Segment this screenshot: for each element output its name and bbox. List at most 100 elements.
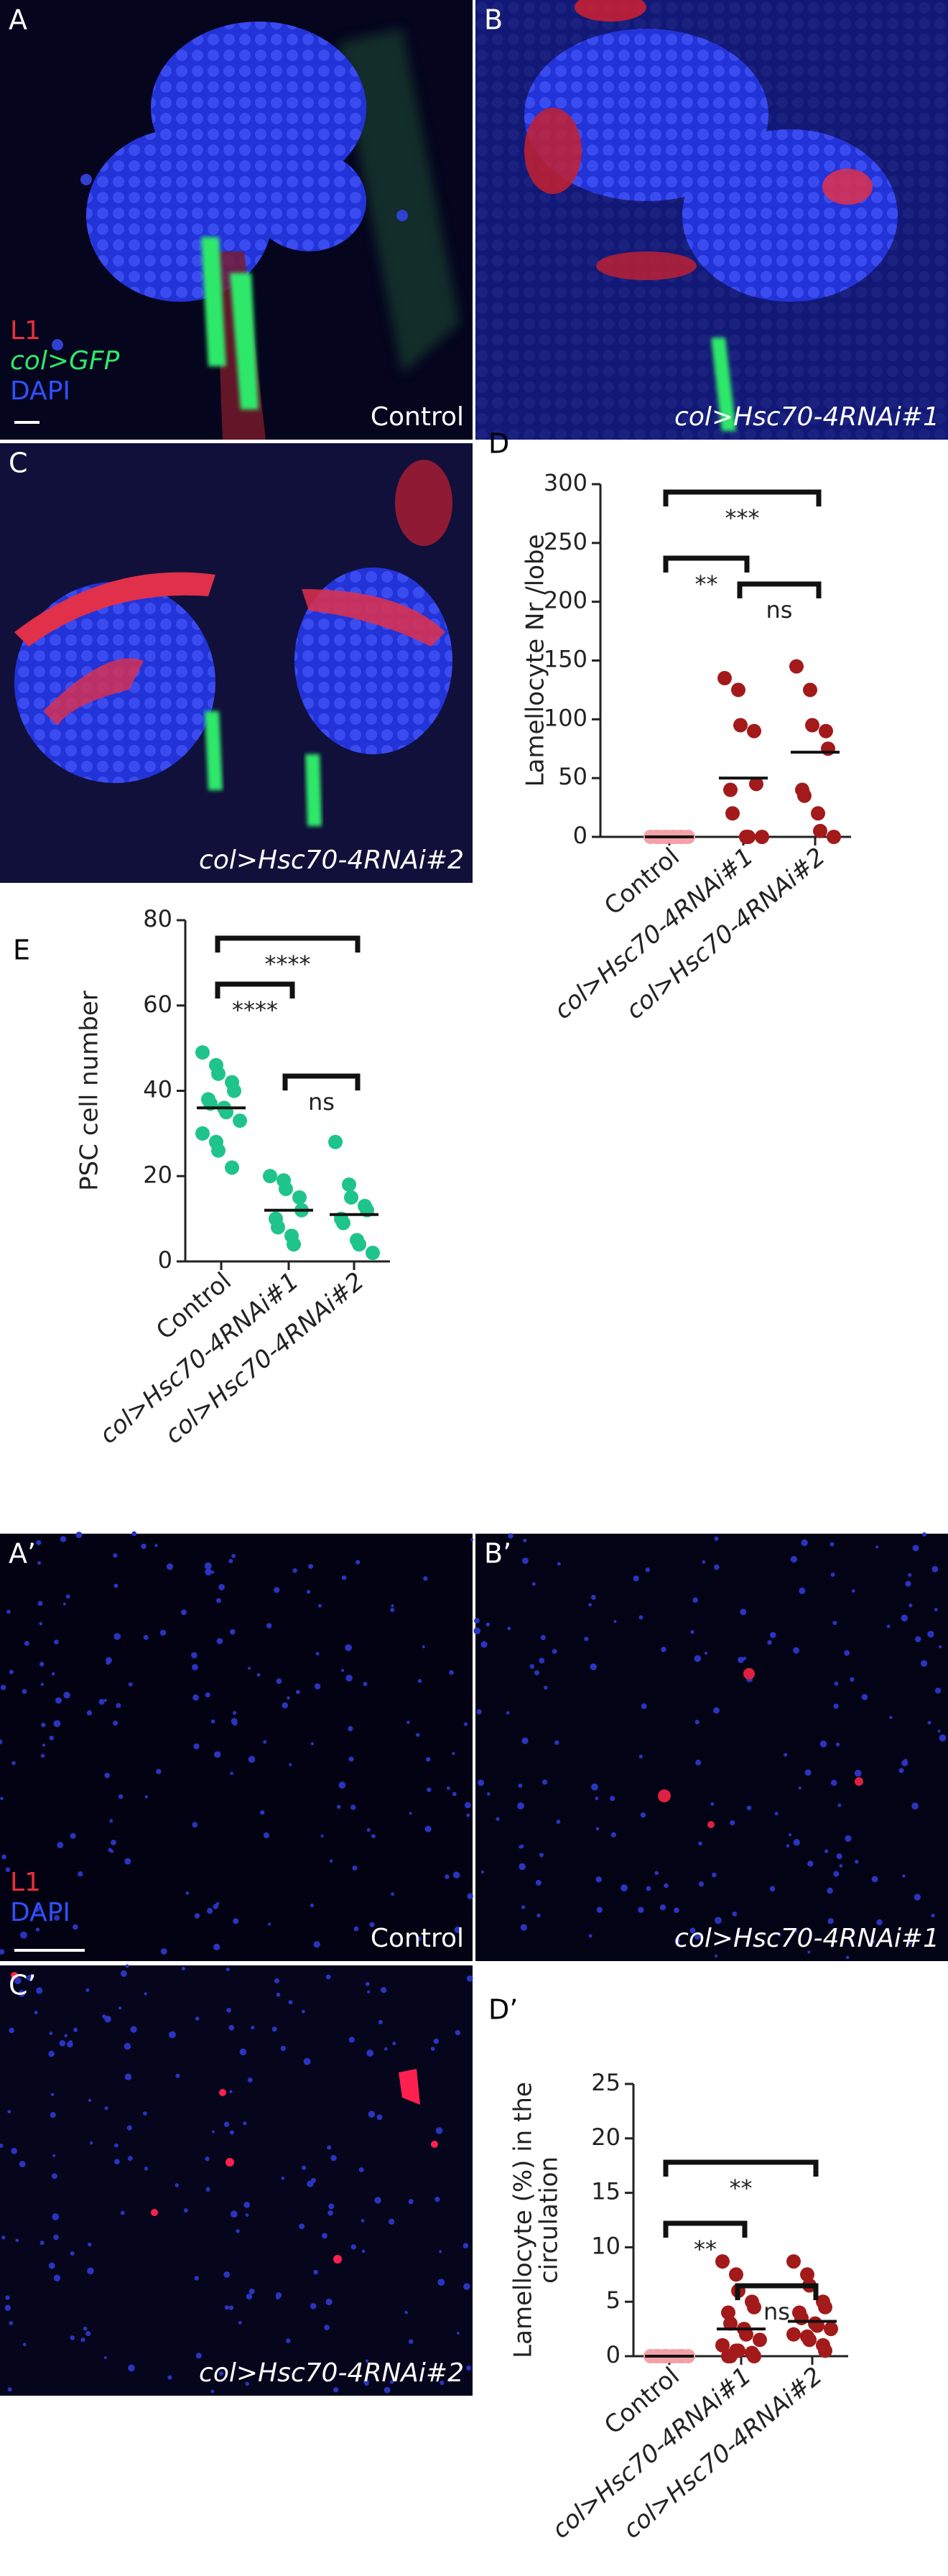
significance-label: **** <box>265 950 311 978</box>
data-point <box>195 1045 210 1060</box>
data-point <box>723 2349 738 2363</box>
data-point <box>729 2267 743 2282</box>
data-point <box>328 1134 343 1149</box>
data-point <box>211 1066 226 1081</box>
data-point <box>225 1160 239 1175</box>
legend-entry: DAPI <box>10 1898 70 1927</box>
y-axis-title: Lamellocyte (%) in the <box>509 2082 538 2358</box>
data-point <box>755 830 769 844</box>
panel-a <box>0 0 473 440</box>
panel-letter: B’ <box>484 1538 511 1570</box>
panel-letter: A’ <box>9 1538 36 1570</box>
data-point <box>789 659 804 674</box>
significance-label: **** <box>232 996 278 1024</box>
data-point <box>811 806 825 821</box>
data-point <box>803 682 817 698</box>
y-tick-label: 150 <box>544 646 587 673</box>
data-point <box>366 1246 380 1261</box>
y-tick-label: 250 <box>544 528 587 555</box>
data-point <box>271 1220 285 1235</box>
significance-bracket <box>663 489 822 506</box>
significance-label: ** <box>694 2236 717 2263</box>
panel-caption: Control <box>371 1924 464 1953</box>
data-point <box>819 723 833 738</box>
data-point <box>733 718 748 733</box>
significance-bracket <box>663 2220 748 2238</box>
data-point <box>813 823 827 838</box>
data-point <box>739 2327 753 2342</box>
chart-letter: D <box>488 428 509 460</box>
significance-bracket <box>737 581 822 598</box>
legend-entry: L1 <box>10 316 41 346</box>
data-point <box>800 2267 814 2282</box>
y-tick-label: 300 <box>544 469 587 496</box>
data-point <box>287 1237 301 1252</box>
data-point <box>723 2316 738 2331</box>
data-point <box>747 723 761 738</box>
data-point <box>342 1177 356 1192</box>
y-tick-label: 0 <box>606 2341 621 2368</box>
data-point <box>195 1126 210 1141</box>
data-point <box>741 830 756 844</box>
data-point <box>725 806 740 821</box>
y-tick-label: 25 <box>591 2069 621 2096</box>
data-point <box>786 2254 801 2269</box>
data-point <box>344 1190 358 1205</box>
data-point <box>747 2349 761 2363</box>
y-tick-label: 50 <box>558 763 587 790</box>
significance-label: ns <box>766 596 793 624</box>
y-tick-label: 40 <box>143 1076 172 1103</box>
data-point <box>747 2299 761 2315</box>
panel-letter: B <box>484 4 503 36</box>
significance-bracket <box>735 2283 819 2300</box>
data-point <box>818 2299 832 2315</box>
data-point <box>821 741 835 756</box>
data-point <box>233 1113 247 1129</box>
chart-letter: E <box>13 935 30 966</box>
y-tick-label: 100 <box>544 704 587 731</box>
panel-letter: C’ <box>9 1970 37 2001</box>
legend-entry: L1 <box>10 1868 41 1897</box>
legend-entry: col>GFP <box>10 346 120 376</box>
y-tick-label: 80 <box>143 905 172 932</box>
y-axis-title: PSC cell number <box>75 991 104 1191</box>
y-tick-label: 20 <box>143 1161 172 1188</box>
significance-bracket <box>215 935 361 953</box>
data-point <box>263 1169 277 1184</box>
significance-bracket <box>282 1073 361 1090</box>
data-point <box>227 1083 241 1098</box>
data-point <box>211 1143 226 1158</box>
panel-letter: A <box>9 4 27 36</box>
panel-b <box>475 0 948 440</box>
significance-label: ns <box>763 2298 790 2325</box>
panel-caption: col>Hsc70-4RNAi#1 <box>674 1924 939 1953</box>
y-axis-title: circulation <box>535 2156 564 2284</box>
data-point <box>802 2332 817 2348</box>
data-point <box>805 718 819 733</box>
y-tick-label: 10 <box>591 2232 621 2259</box>
y-tick-label: 5 <box>606 2287 621 2314</box>
chart-letter: D’ <box>488 1994 518 2026</box>
panel-b2 <box>473 1532 948 1961</box>
y-tick-label: 20 <box>591 2123 621 2151</box>
data-point <box>818 2343 832 2358</box>
data-point <box>336 1215 350 1231</box>
y-tick-label: 15 <box>591 2178 621 2205</box>
data-point <box>717 671 732 686</box>
data-point <box>352 1237 366 1252</box>
data-point <box>721 2305 735 2320</box>
significance-bracket <box>663 2159 819 2177</box>
y-axis-title: Lamellocyte Nr /lobe <box>521 534 550 787</box>
panel-caption: col>Hsc70-4RNAi#2 <box>199 845 464 875</box>
data-point <box>749 777 763 792</box>
y-tick-label: 60 <box>143 991 172 1018</box>
data-point <box>292 1190 307 1205</box>
panel-letter: C <box>9 448 28 479</box>
significance-label: ** <box>695 570 718 598</box>
y-tick-label: 0 <box>573 822 587 849</box>
y-tick-label: 200 <box>544 587 587 614</box>
data-point <box>824 2322 838 2337</box>
significance-bracket <box>663 555 750 573</box>
significance-label: ns <box>308 1088 335 1116</box>
